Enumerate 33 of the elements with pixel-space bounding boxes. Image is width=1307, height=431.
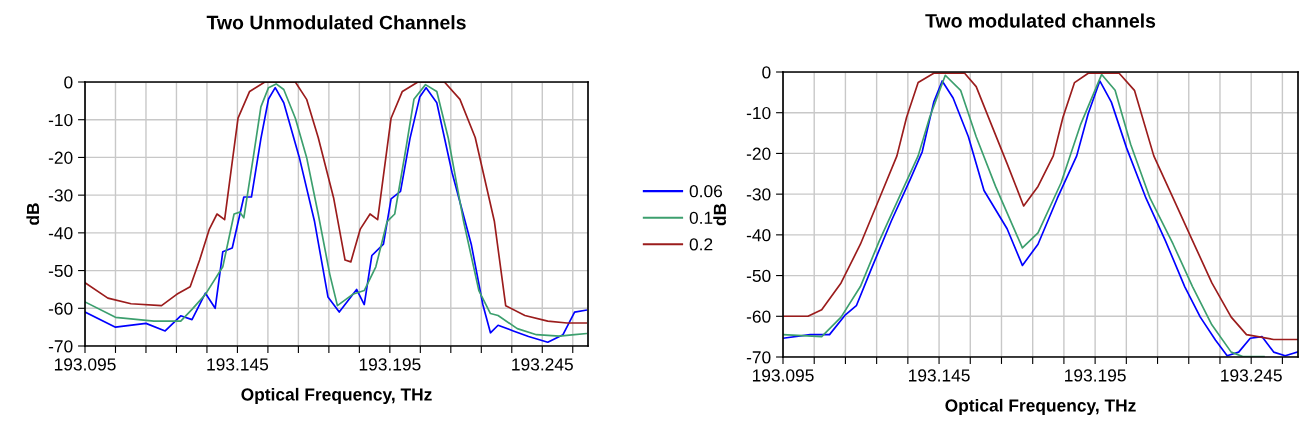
- y-tick-label: 0: [64, 76, 73, 89]
- x-tick-label: 193.195: [359, 358, 421, 371]
- y-axis-title: dB: [713, 203, 727, 226]
- y-tick-label: -40: [746, 229, 771, 242]
- y-tick-label: -50: [48, 264, 73, 278]
- y-tick-label: -40: [48, 227, 73, 240]
- y-tick-label: -60: [48, 302, 73, 315]
- legend-label: 0.2: [689, 238, 713, 251]
- y-tick-label: -30: [746, 188, 771, 201]
- y-tick-label: -20: [746, 147, 771, 160]
- chart-title: Two modulated channels: [925, 13, 1156, 28]
- y-tick-label: 0: [762, 66, 771, 79]
- y-tick-label: -20: [48, 151, 73, 164]
- chart-title: Two Unmodulated Channels: [206, 15, 466, 30]
- y-axis-title: dB: [26, 203, 40, 225]
- x-tick-label: 193.145: [207, 358, 269, 371]
- y-tick-label: -70: [746, 351, 771, 364]
- y-tick-label: -50: [746, 269, 771, 283]
- y-tick-label: -30: [48, 189, 73, 202]
- y-tick-label: -10: [746, 106, 771, 120]
- legend-label: 0.06: [689, 185, 723, 198]
- x-tick-label: 193.195: [1065, 369, 1126, 382]
- x-tick-label: 193.145: [909, 369, 970, 382]
- y-tick-label: -10: [48, 113, 73, 127]
- x-tick-label: 193.095: [752, 369, 814, 382]
- y-tick-label: -60: [746, 310, 771, 323]
- x-tick-label: 193.095: [54, 358, 116, 371]
- x-tick-label: 193.245: [512, 358, 573, 371]
- y-tick-label: -70: [48, 340, 73, 353]
- legend-label: 0.1: [689, 211, 713, 224]
- x-axis-title: Optical Frequency, THz: [945, 398, 1136, 416]
- x-tick-label: 193.245: [1221, 369, 1282, 382]
- x-axis-title: Optical Frequency, THz: [241, 387, 432, 405]
